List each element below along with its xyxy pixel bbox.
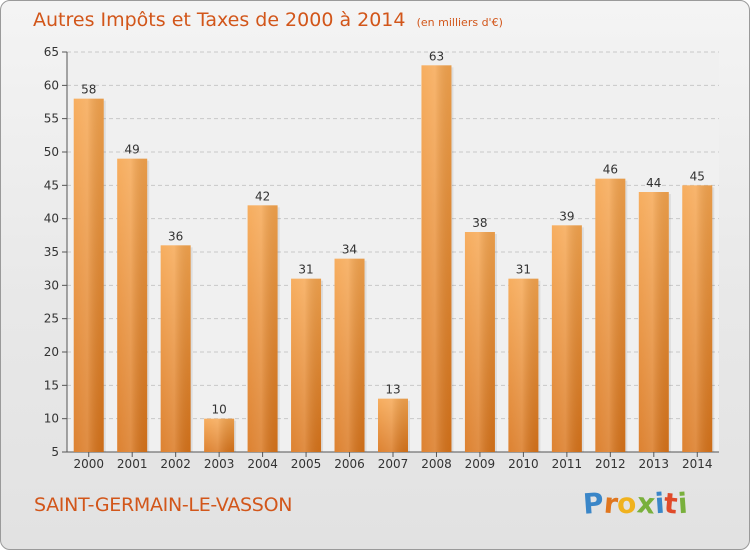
bar-highlight <box>551 225 582 452</box>
logo-letter: x <box>635 486 657 521</box>
x-tick-label: 2014 <box>682 457 713 471</box>
y-tick-label: 15 <box>44 378 59 392</box>
x-tick-label: 2010 <box>508 457 539 471</box>
data-label: 49 <box>125 143 140 157</box>
x-tick-label: 2006 <box>334 457 365 471</box>
bar-highlight <box>508 278 539 452</box>
chart-subtitle: (en milliers d'€) <box>416 16 503 29</box>
bar-highlight <box>464 232 495 452</box>
x-tick-label: 2001 <box>117 457 148 471</box>
data-label: 31 <box>298 263 313 277</box>
data-label: 39 <box>559 209 574 223</box>
y-tick-label: 10 <box>44 412 59 426</box>
commune-name: SAINT-GERMAIN-LE-VASSON <box>34 494 293 516</box>
proxiti-logo: Proxiti <box>581 486 689 521</box>
data-label: 44 <box>646 176 661 190</box>
y-tick-label: 5 <box>51 445 59 459</box>
bar-highlight <box>638 192 669 452</box>
bar-highlight <box>421 65 452 452</box>
data-label: 46 <box>603 163 618 177</box>
data-label: 31 <box>516 263 531 277</box>
y-tick-label: 50 <box>44 145 59 159</box>
y-tick-label: 60 <box>44 78 59 92</box>
y-tick-label: 25 <box>44 312 59 326</box>
y-tick-label: 55 <box>44 112 59 126</box>
x-tick-label: 2002 <box>160 457 191 471</box>
x-tick-label: 2000 <box>73 457 104 471</box>
data-label: 36 <box>168 229 183 243</box>
y-tick-label: 65 <box>44 45 59 59</box>
x-tick-label: 2008 <box>421 457 452 471</box>
x-tick-label: 2003 <box>204 457 235 471</box>
logo-letter: o <box>616 486 638 521</box>
logo-letter: i <box>676 486 689 521</box>
y-tick-label: 45 <box>44 178 59 192</box>
x-tick-label: 2011 <box>552 457 583 471</box>
y-tick-label: 30 <box>44 278 59 292</box>
y-tick-label: 20 <box>44 345 59 359</box>
bar-highlight <box>595 178 626 452</box>
bar-highlight <box>378 398 408 452</box>
bar-highlight <box>334 258 365 452</box>
x-tick-label: 2013 <box>639 457 670 471</box>
bar-highlight <box>73 98 104 453</box>
x-tick-label: 2005 <box>291 457 322 471</box>
data-label: 42 <box>255 189 270 203</box>
logo-letter: P <box>581 486 605 521</box>
data-label: 58 <box>81 83 96 97</box>
y-tick-label: 35 <box>44 245 59 259</box>
data-label: 10 <box>211 403 226 417</box>
y-tick-label: 40 <box>44 212 59 226</box>
bar-highlight <box>682 185 713 453</box>
x-tick-label: 2012 <box>595 457 626 471</box>
data-label: 34 <box>342 243 357 257</box>
x-tick-label: 2004 <box>247 457 278 471</box>
chart-title: Autres Impôts et Taxes de 2000 à 2014 <box>33 9 406 31</box>
x-tick-label: 2009 <box>465 457 496 471</box>
label-layer: 58 49 36 10 42 31 34 13 63 38 31 39 46 44 45 <box>81 49 705 416</box>
data-label: 45 <box>690 169 705 183</box>
bar-highlight <box>204 418 235 452</box>
bar-highlight <box>160 245 191 452</box>
bar-highlight <box>291 278 322 452</box>
data-label: 38 <box>472 216 487 230</box>
bar-highlight <box>117 158 148 452</box>
bar-highlight <box>247 205 278 452</box>
data-label: 13 <box>385 383 400 397</box>
title-row: Autres Impôts et Taxes de 2000 à 2014 (e… <box>33 9 503 31</box>
bar-layer <box>73 65 715 453</box>
x-tick-label: 2007 <box>378 457 409 471</box>
data-label: 63 <box>429 49 444 63</box>
